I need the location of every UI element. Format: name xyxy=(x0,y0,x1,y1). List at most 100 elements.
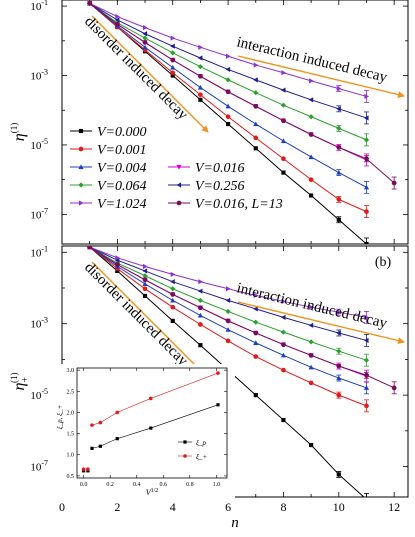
legend-label: V=0.000 xyxy=(97,125,147,140)
legend-marker xyxy=(176,164,182,170)
data-point xyxy=(87,246,93,250)
y-axis-label: η(1) xyxy=(9,123,28,141)
data-point xyxy=(280,329,287,335)
series-line xyxy=(89,246,395,389)
data-point xyxy=(170,73,175,78)
data-point xyxy=(225,103,231,109)
data-point xyxy=(280,118,287,123)
data-point xyxy=(280,342,287,347)
legend-marker xyxy=(176,182,182,188)
data-point xyxy=(197,55,203,61)
data-point xyxy=(197,74,203,79)
inset-data-point xyxy=(115,437,119,441)
data-point xyxy=(225,308,231,315)
data-point xyxy=(198,92,203,98)
inset-y-tick-label: 1.0 xyxy=(67,453,75,459)
data-point xyxy=(115,13,120,20)
data-point xyxy=(253,146,258,151)
interaction-arrow xyxy=(237,55,405,98)
x-tick-label: 4 xyxy=(170,500,176,514)
x-tick-label: 6 xyxy=(225,500,231,514)
data-point xyxy=(170,57,176,63)
series-7 xyxy=(87,246,370,324)
data-point xyxy=(114,262,120,267)
plot-area xyxy=(87,0,397,244)
data-point xyxy=(226,286,231,292)
data-point xyxy=(253,90,259,96)
inset-data-point xyxy=(90,423,94,427)
inset-chart: 0.0 0.2 0.4 0.6 0.8 1.0 0.5 1.0 1.5 2.0 2.5 3.0 V1/2… xyxy=(56,364,235,500)
data-point xyxy=(309,193,314,198)
annotation-disorder: disorder induced decay xyxy=(81,260,191,370)
inset-data-point xyxy=(81,467,86,471)
data-point xyxy=(308,114,314,120)
y-tick-label: 10-7 xyxy=(30,206,48,221)
y-tick-label: 10-3 xyxy=(30,316,48,331)
x-tick-label: 0 xyxy=(59,500,65,514)
data-point xyxy=(170,271,176,278)
data-point xyxy=(170,318,175,323)
legend-label: V=1.024 xyxy=(97,197,147,212)
data-point xyxy=(197,84,203,90)
inset-legend-label: ξ_+ xyxy=(196,453,207,461)
inset-x-tick-label: 1.0 xyxy=(213,482,221,488)
data-point xyxy=(142,273,148,279)
x-tick-label: 10 xyxy=(333,500,345,514)
inset-data-point xyxy=(98,444,102,448)
disorder-arrow xyxy=(91,261,209,379)
data-point xyxy=(198,44,203,50)
legend-label: V=0.016 xyxy=(195,161,245,176)
data-point xyxy=(225,318,231,324)
series-8 xyxy=(87,246,397,395)
inset-y-tick-label: 2.5 xyxy=(67,389,75,395)
legend-marker xyxy=(176,200,182,206)
data-point xyxy=(253,330,259,336)
y-tick-label: 10-5 xyxy=(30,387,48,402)
inset-legend-label: ξ_p xyxy=(196,439,206,447)
data-point xyxy=(281,367,286,373)
series-8 xyxy=(87,1,397,190)
data-point xyxy=(281,70,287,76)
data-point xyxy=(281,298,287,305)
data-point xyxy=(114,257,120,263)
data-point xyxy=(142,40,148,45)
data-point xyxy=(225,327,231,332)
data-point xyxy=(170,50,176,56)
data-point xyxy=(308,132,314,137)
data-point xyxy=(225,114,231,120)
data-point xyxy=(253,135,259,141)
data-point xyxy=(142,268,148,274)
inset-y-tick-label: 2.0 xyxy=(67,410,75,416)
data-point xyxy=(170,43,175,49)
data-point xyxy=(170,35,176,41)
inset-legend-marker xyxy=(183,440,187,444)
legend-marker xyxy=(78,164,84,170)
y-tick-label: 10-7 xyxy=(30,459,48,474)
series-line xyxy=(89,246,367,341)
inset-y-axis-label: ξ_p, ξ_+ xyxy=(56,404,64,429)
x-tick-label: 2 xyxy=(114,500,120,514)
data-point xyxy=(253,354,259,359)
data-point xyxy=(225,297,231,303)
inset-data-point xyxy=(115,410,120,415)
inset-data-point xyxy=(98,420,103,425)
data-point xyxy=(281,156,286,162)
inset-data-point xyxy=(90,446,94,450)
legend-label: V=0.016, L=13 xyxy=(195,197,283,212)
data-point xyxy=(197,305,203,310)
data-point xyxy=(197,64,203,70)
data-point xyxy=(115,268,120,274)
inset-background xyxy=(59,364,235,500)
data-point xyxy=(253,292,259,299)
data-point xyxy=(170,297,176,303)
data-point xyxy=(309,78,314,84)
series-line xyxy=(89,2,367,97)
legend-label: V=0.256 xyxy=(195,179,245,194)
inset-y-tick-label: 1.5 xyxy=(67,432,75,438)
data-point xyxy=(197,312,203,318)
data-point xyxy=(226,53,231,59)
data-point xyxy=(309,304,314,310)
data-point xyxy=(253,62,259,68)
data-point xyxy=(142,281,148,287)
